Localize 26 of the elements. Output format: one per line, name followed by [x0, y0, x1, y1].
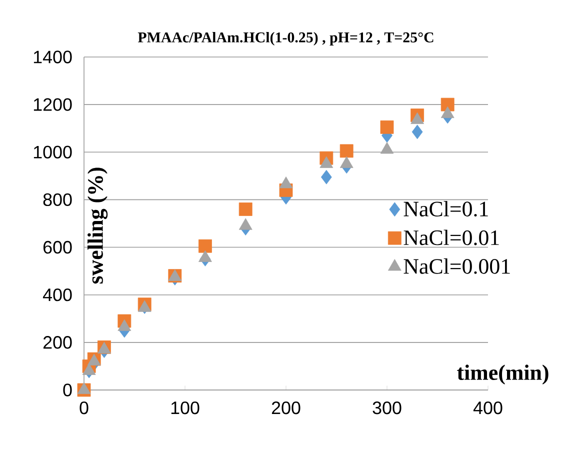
- y-tick-label: 1200: [34, 98, 72, 111]
- y-tick-label: 1000: [34, 146, 72, 158]
- y-tick-label: 200: [43, 336, 72, 349]
- point: [380, 120, 394, 134]
- y-tick-label: 0: [63, 384, 72, 396]
- x-tick-label: 400: [473, 401, 502, 414]
- legend-label: NaCl=0.001: [404, 258, 510, 274]
- point: [340, 144, 354, 158]
- legend-label: NaCl=0.1: [404, 201, 488, 217]
- x-tick-label: 0: [80, 401, 88, 414]
- y-tick-label: 800: [43, 193, 72, 206]
- x-tick-label: 300: [372, 401, 402, 414]
- legend-label: NaCl=0.01: [404, 230, 499, 246]
- y-tick-label: 400: [42, 288, 72, 302]
- x-axis-title: time(min): [457, 364, 548, 384]
- point: [440, 98, 454, 112]
- chart-title: PMAAc/PAlAm.HCl(1-0.25) , pH=12 , T=25°C: [138, 32, 434, 46]
- point: [238, 202, 252, 216]
- x-tick-label: 100: [171, 401, 200, 414]
- point: [320, 170, 332, 184]
- point: [198, 239, 212, 253]
- x-tick-label: 200: [272, 401, 300, 414]
- y-tick-label: 600: [43, 240, 72, 254]
- point: [412, 124, 423, 140]
- y-axis-title: swelling (%): [88, 168, 108, 284]
- y-tick-label: 1400: [34, 50, 72, 64]
